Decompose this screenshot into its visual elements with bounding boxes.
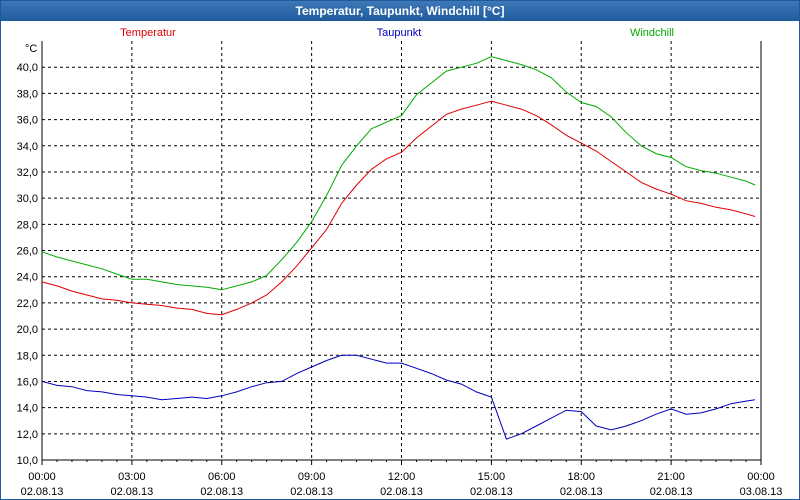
x-tick-date: 02.08.13 (650, 486, 693, 498)
x-tick-time: 09:00 (298, 471, 326, 483)
series-taupunkt (41, 354, 756, 440)
x-tick-date: 03.08.13 (740, 486, 783, 498)
y-tick-label: 10,0 (17, 455, 38, 467)
y-tick-label: 36,0 (17, 115, 38, 127)
x-tick-time: 00:00 (28, 471, 56, 483)
x-tick-date: 02.08.13 (560, 486, 603, 498)
y-tick-label: 34,0 (17, 141, 38, 153)
x-tick-time: 06:00 (208, 471, 236, 483)
y-axis-ticks: 10,0 12,0 14,0 16,0 18,0 20,0 22,0 24,0 26,0 28,0… (17, 62, 38, 467)
y-tick-label: 16,0 (17, 376, 38, 388)
x-tick-time: 15:00 (478, 471, 506, 483)
x-tick-time: 18:00 (567, 471, 595, 483)
x-tick-time: 21:00 (657, 471, 685, 483)
x-tick-date: 02.08.13 (110, 486, 153, 498)
y-axis-label: °C (25, 43, 37, 55)
y-tick-label: 12,0 (17, 429, 38, 441)
series-lines (41, 56, 756, 440)
y-tick-label: 18,0 (17, 350, 38, 362)
legend-taupunkt: Taupunkt (377, 27, 422, 39)
grid (41, 41, 762, 465)
y-tick-label: 40,0 (17, 62, 38, 74)
y-tick-label: 30,0 (17, 193, 38, 205)
y-tick-label: 26,0 (17, 246, 38, 258)
y-tick-label: 32,0 (17, 167, 38, 179)
x-tick-date: 02.08.13 (290, 486, 333, 498)
y-tick-label: 24,0 (17, 272, 38, 284)
window-title: Temperatur, Taupunkt, Windchill [°C] (1, 1, 799, 21)
series-windchill (41, 56, 756, 291)
x-tick-date: 02.08.13 (21, 486, 64, 498)
y-tick-label: 28,0 (17, 219, 38, 231)
x-tick-date: 02.08.13 (470, 486, 513, 498)
legend-windchill: Windchill (630, 27, 674, 39)
legend: Temperatur Taupunkt Windchill (120, 27, 674, 39)
series-temperatur (41, 100, 756, 316)
chart-area: 10,0 12,0 14,0 16,0 18,0 20,0 22,0 24,0 26,0 28,0… (17, 27, 783, 498)
y-tick-label: 20,0 (17, 324, 38, 336)
x-tick-time: 12:00 (388, 471, 416, 483)
y-tick-label: 22,0 (17, 298, 38, 310)
x-tick-date: 02.08.13 (380, 486, 423, 498)
legend-temperatur: Temperatur (120, 27, 176, 39)
plot-frame (41, 41, 762, 461)
x-tick-date: 02.08.13 (200, 486, 243, 498)
x-tick-time: 03:00 (118, 471, 146, 483)
x-tick-time: 00:00 (747, 471, 775, 483)
y-tick-label: 38,0 (17, 88, 38, 100)
x-axis-ticks: 00:00 02.08.13 03:00 02.08.13 06:00 02.08.13 0… (21, 471, 783, 498)
y-tick-label: 14,0 (17, 403, 38, 415)
